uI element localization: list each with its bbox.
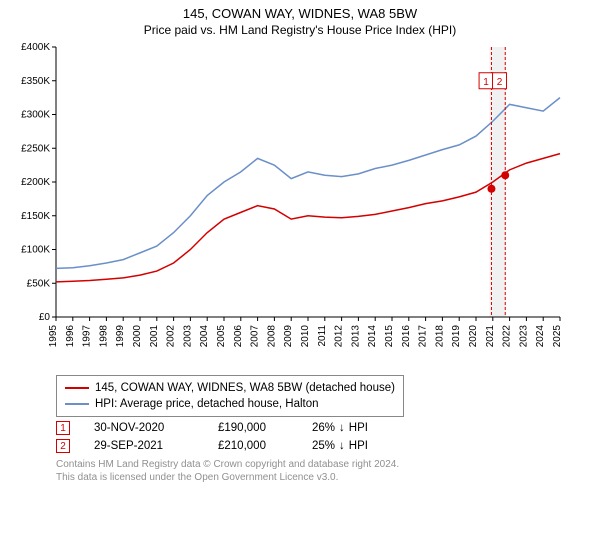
svg-text:2016: 2016 — [401, 325, 412, 348]
svg-text:2000: 2000 — [132, 325, 143, 348]
legend-item: HPI: Average price, detached house, Halt… — [65, 396, 395, 412]
legend-label: 145, COWAN WAY, WIDNES, WA8 5BW (detache… — [95, 382, 395, 394]
legend: 145, COWAN WAY, WIDNES, WA8 5BW (detache… — [56, 375, 404, 417]
legend-label: HPI: Average price, detached house, Halt… — [95, 398, 319, 410]
svg-text:2008: 2008 — [266, 325, 277, 348]
legend-swatch — [65, 403, 89, 405]
svg-text:2024: 2024 — [535, 325, 546, 348]
svg-text:2009: 2009 — [283, 325, 294, 348]
svg-text:2022: 2022 — [502, 325, 513, 348]
annotation-change: 25% ↓ HPI — [312, 440, 368, 452]
svg-text:£350K: £350K — [21, 76, 50, 87]
annotation-date: 30-NOV-2020 — [94, 422, 194, 434]
change-suffix: HPI — [349, 440, 368, 452]
svg-text:2001: 2001 — [149, 325, 160, 348]
change-pct: 26% — [312, 422, 335, 434]
svg-text:2006: 2006 — [233, 325, 244, 348]
svg-text:2019: 2019 — [451, 325, 462, 348]
change-pct: 25% — [312, 440, 335, 452]
arrow-down-icon: ↓ — [339, 440, 345, 452]
svg-text:2010: 2010 — [300, 325, 311, 348]
svg-text:2004: 2004 — [199, 325, 210, 348]
annotation-bullet: 1 — [56, 421, 70, 435]
svg-text:2018: 2018 — [434, 325, 445, 348]
footer-line-1: Contains HM Land Registry data © Crown c… — [56, 459, 590, 472]
svg-text:£200K: £200K — [21, 177, 50, 188]
svg-text:£100K: £100K — [21, 245, 50, 256]
svg-text:1997: 1997 — [82, 325, 93, 348]
svg-text:1: 1 — [483, 77, 489, 88]
svg-text:£0: £0 — [39, 312, 51, 323]
svg-text:2014: 2014 — [367, 325, 378, 348]
annotation-list: 1 30-NOV-2020 £190,000 26% ↓ HPI 2 29-SEP-202… — [56, 421, 590, 453]
annotation-date: 29-SEP-2021 — [94, 440, 194, 452]
annotation-price: £210,000 — [218, 440, 288, 452]
svg-text:1998: 1998 — [98, 325, 109, 348]
price-chart: £0 £50K £100K £150K £200K £250K £300K £350K £400… — [10, 39, 590, 369]
svg-text:2007: 2007 — [250, 325, 261, 348]
legend-swatch — [65, 387, 89, 389]
svg-text:£400K: £400K — [21, 42, 50, 53]
svg-text:1996: 1996 — [65, 325, 76, 348]
svg-text:2005: 2005 — [216, 325, 227, 348]
svg-text:£250K: £250K — [21, 143, 50, 154]
svg-text:2: 2 — [497, 77, 503, 88]
change-suffix: HPI — [349, 422, 368, 434]
annotation-row: 2 29-SEP-2021 £210,000 25% ↓ HPI — [56, 439, 590, 453]
arrow-down-icon: ↓ — [339, 422, 345, 434]
svg-text:2011: 2011 — [317, 325, 328, 347]
svg-text:£50K: £50K — [27, 278, 51, 289]
svg-text:£150K: £150K — [21, 211, 50, 222]
page-subtitle: Price paid vs. HM Land Registry's House … — [10, 23, 590, 37]
svg-text:2002: 2002 — [166, 325, 177, 348]
footer-line-2: This data is licensed under the Open Gov… — [56, 472, 590, 485]
page-title: 145, COWAN WAY, WIDNES, WA8 5BW — [10, 6, 590, 21]
svg-text:2025: 2025 — [552, 325, 563, 348]
svg-text:1995: 1995 — [48, 325, 59, 348]
svg-text:1999: 1999 — [115, 325, 126, 348]
footer-attribution: Contains HM Land Registry data © Crown c… — [56, 459, 590, 484]
chart-svg: £0 £50K £100K £150K £200K £250K £300K £350K £400… — [10, 39, 570, 369]
svg-text:2021: 2021 — [485, 325, 496, 348]
svg-text:2020: 2020 — [468, 325, 479, 348]
svg-text:£300K: £300K — [21, 110, 50, 121]
title-block: 145, COWAN WAY, WIDNES, WA8 5BW Price pa… — [10, 6, 590, 37]
legend-item: 145, COWAN WAY, WIDNES, WA8 5BW (detache… — [65, 380, 395, 396]
annotation-change: 26% ↓ HPI — [312, 422, 368, 434]
svg-text:2003: 2003 — [182, 325, 193, 348]
svg-text:2012: 2012 — [334, 325, 345, 348]
annotation-price: £190,000 — [218, 422, 288, 434]
svg-text:2023: 2023 — [518, 325, 529, 348]
annotation-bullet: 2 — [56, 439, 70, 453]
svg-text:2017: 2017 — [418, 325, 429, 348]
svg-text:2013: 2013 — [350, 325, 361, 348]
annotation-row: 1 30-NOV-2020 £190,000 26% ↓ HPI — [56, 421, 590, 435]
svg-text:2015: 2015 — [384, 325, 395, 348]
